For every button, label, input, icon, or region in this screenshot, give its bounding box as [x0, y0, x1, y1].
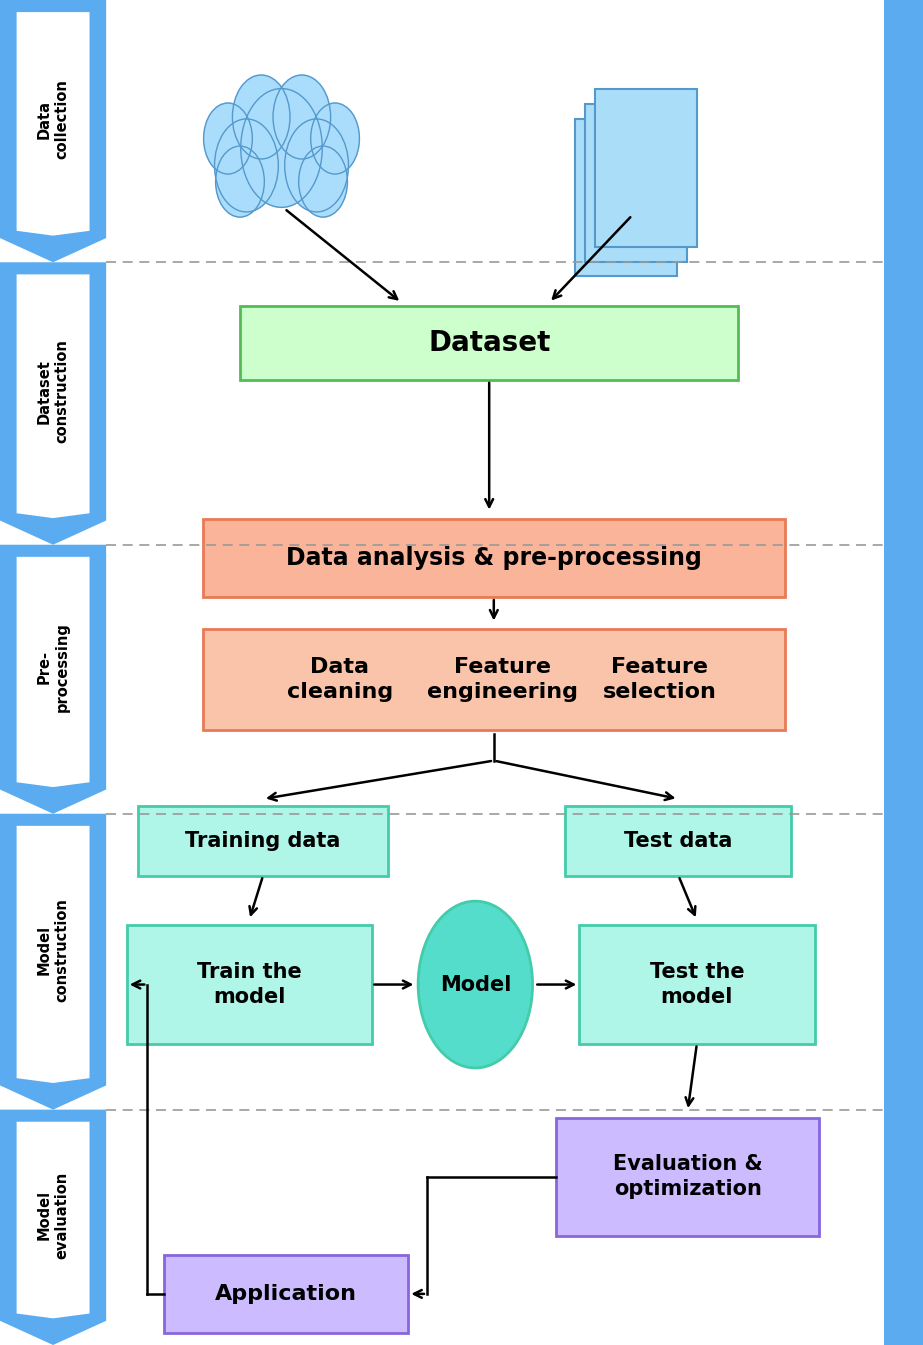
Bar: [127, 925, 371, 1044]
Text: Dataset
construction: Dataset construction: [37, 339, 69, 444]
Text: Evaluation &
optimization: Evaluation & optimization: [613, 1154, 762, 1200]
Bar: [0, 1110, 106, 1345]
Bar: [0, 814, 106, 1110]
Text: Feature
selection: Feature selection: [603, 656, 716, 702]
Polygon shape: [17, 557, 90, 787]
Circle shape: [241, 89, 322, 207]
Bar: [0, 0, 106, 262]
Bar: [580, 925, 814, 1044]
Bar: [585, 105, 687, 261]
Text: Dataset: Dataset: [428, 330, 550, 356]
Text: Data
collection: Data collection: [37, 79, 69, 159]
Text: Data
cleaning: Data cleaning: [286, 656, 393, 702]
Polygon shape: [0, 1110, 106, 1345]
Bar: [575, 120, 677, 277]
Text: Pre-
processing: Pre- processing: [37, 623, 69, 712]
Polygon shape: [0, 0, 106, 262]
Text: Model: Model: [439, 975, 511, 994]
Polygon shape: [0, 262, 106, 545]
Circle shape: [311, 104, 359, 174]
Bar: [138, 806, 388, 876]
Circle shape: [216, 147, 264, 217]
Polygon shape: [17, 12, 90, 235]
Circle shape: [273, 75, 330, 159]
Polygon shape: [0, 814, 106, 1110]
Polygon shape: [17, 826, 90, 1083]
Text: Model
construction: Model construction: [37, 897, 69, 1002]
Circle shape: [204, 104, 252, 174]
Circle shape: [214, 118, 279, 213]
Bar: [0, 545, 106, 814]
Circle shape: [233, 75, 290, 159]
Bar: [240, 305, 738, 379]
Text: Training data: Training data: [186, 831, 341, 850]
Circle shape: [418, 901, 533, 1068]
Bar: [884, 0, 923, 1345]
Text: Data analysis & pre-processing: Data analysis & pre-processing: [286, 546, 701, 570]
Text: Application: Application: [215, 1284, 357, 1303]
Polygon shape: [17, 1122, 90, 1318]
Bar: [163, 1255, 408, 1333]
Polygon shape: [17, 274, 90, 518]
Text: Test the
model: Test the model: [650, 962, 744, 1007]
Bar: [203, 519, 785, 597]
Text: Feature
engineering: Feature engineering: [427, 656, 578, 702]
Circle shape: [284, 118, 349, 213]
Text: Model
evaluation: Model evaluation: [37, 1171, 69, 1259]
Polygon shape: [0, 545, 106, 814]
Bar: [0, 262, 106, 545]
Text: Test data: Test data: [624, 831, 733, 850]
Circle shape: [299, 147, 347, 217]
Text: Train the
model: Train the model: [197, 962, 302, 1007]
Bar: [595, 89, 697, 246]
Bar: [565, 806, 792, 876]
Bar: [556, 1118, 820, 1236]
Bar: [203, 629, 785, 729]
